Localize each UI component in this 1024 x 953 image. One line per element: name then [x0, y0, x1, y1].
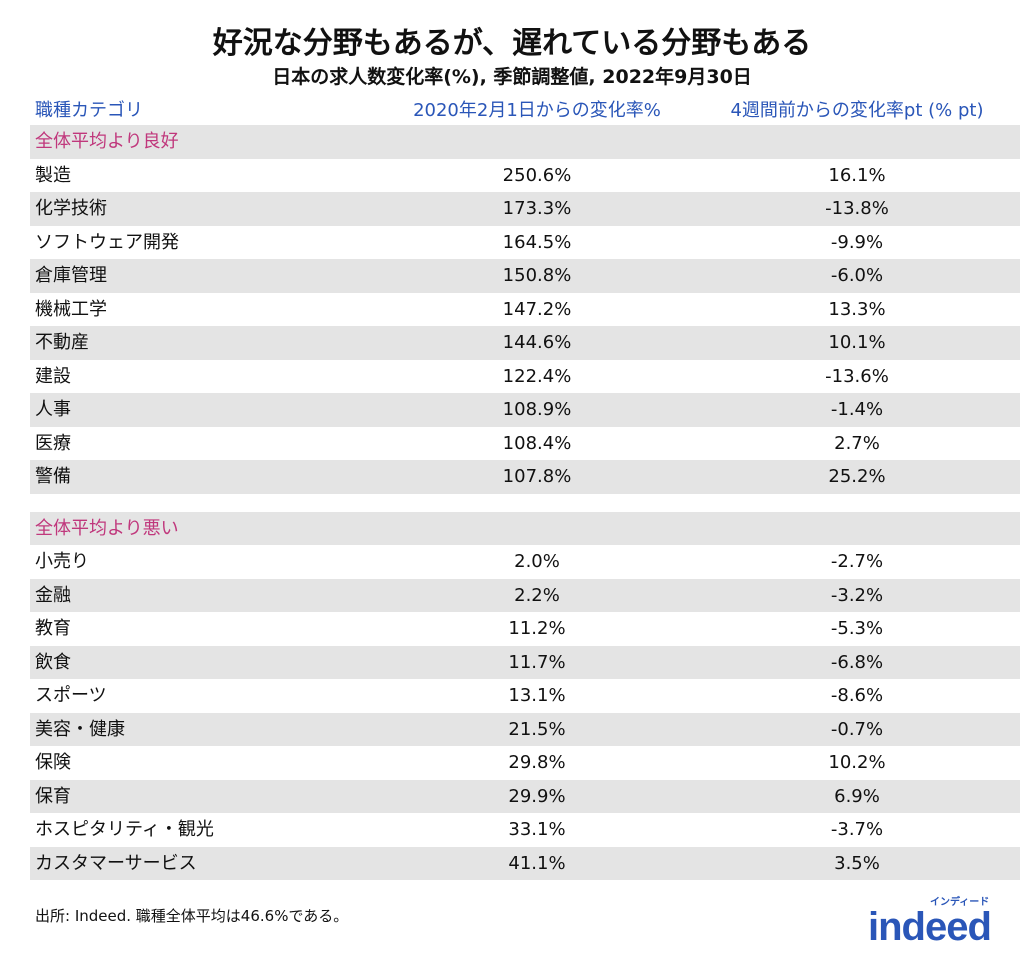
value-cell: -6.0% — [830, 265, 884, 286]
value-cell: 147.2% — [502, 298, 572, 320]
category-cell: 保育 — [35, 785, 71, 807]
category-cell: 教育 — [35, 618, 71, 639]
table-row: スポーツ 13.1% -8.6% — [30, 679, 1020, 713]
category-cell: 倉庫管理 — [35, 265, 107, 286]
table-row: カスタマーサービス 41.1% 3.5% — [30, 846, 1020, 880]
table-row: 建設 122.4% -13.6% — [30, 360, 1020, 394]
category-cell: 機械工学 — [35, 298, 107, 320]
value-cell: 164.5% — [502, 231, 572, 253]
category-cell: ホスピタリティ・観光 — [35, 819, 214, 840]
table-row: 不動産 144.6% 10.1% — [30, 326, 1020, 360]
value-cell: 2.2% — [514, 584, 560, 606]
source: 出所: Indeed. 職種全体平均は46.6%である。 — [35, 907, 349, 925]
table-row: 製造 250.6% 16.1% — [30, 159, 1020, 193]
value-cell: -2.7% — [830, 551, 884, 572]
title: 好況な分野もあるが、遅れている分野もある — [212, 26, 812, 61]
value-cell: 2.0% — [514, 551, 560, 572]
section-row: 全体平均より悪い — [30, 511, 1020, 545]
category-cell: 医療 — [35, 432, 71, 454]
table-row: 機械工学 147.2% 13.3% — [30, 293, 1020, 327]
value-cell: 10.1% — [828, 332, 886, 353]
value-cell: -9.9% — [830, 231, 884, 253]
table-row: 保険 29.8% 10.2% — [30, 746, 1020, 780]
value-cell: -1.4% — [830, 399, 884, 420]
value-cell: 2.7% — [834, 432, 880, 454]
category-cell: 化学技術 — [35, 198, 107, 219]
value-cell: 16.1% — [828, 164, 886, 186]
table-row: 金融 2.2% -3.2% — [30, 578, 1020, 612]
table-row: 警備 107.8% 25.2% — [30, 460, 1020, 494]
table-row: 小売り 2.0% -2.7% — [30, 545, 1020, 579]
value-cell: 150.8% — [502, 265, 572, 286]
category-cell: 保険 — [35, 752, 71, 773]
table-row: 化学技術 173.3% -13.8% — [30, 192, 1020, 226]
category-cell: スポーツ — [35, 685, 107, 706]
value-cell: -3.2% — [830, 584, 884, 606]
value-cell: 21.5% — [508, 718, 566, 740]
value-cell: -3.7% — [830, 819, 884, 840]
value-cell: 6.9% — [834, 785, 880, 807]
category-cell: 小売り — [35, 551, 89, 572]
column-header: 2020年2月1日からの変化率% — [413, 100, 661, 121]
table-row: ソフトウェア開発 164.5% -9.9% — [30, 226, 1020, 260]
section-label: 全体平均より悪い — [35, 517, 179, 539]
value-cell: 25.2% — [828, 466, 886, 487]
logo-kana: インディード — [930, 897, 990, 908]
section-row: 全体平均より良好 — [30, 125, 1020, 159]
section-label: 全体平均より良好 — [35, 131, 179, 152]
category-cell: 建設 — [35, 365, 71, 387]
value-cell: 122.4% — [502, 365, 572, 387]
value-cell: -5.3% — [830, 618, 884, 639]
value-cell: 13.3% — [828, 298, 886, 320]
value-cell: -8.6% — [830, 685, 884, 706]
category-cell: 製造 — [35, 164, 71, 186]
value-cell: 144.6% — [502, 332, 572, 353]
column-header: 4週間前からの変化率pt (% pt) — [730, 100, 984, 121]
value-cell: 29.9% — [508, 785, 566, 807]
value-cell: -0.7% — [830, 718, 884, 740]
value-cell: 11.2% — [508, 618, 566, 639]
category-cell: 人事 — [35, 399, 71, 420]
category-cell: 飲食 — [35, 651, 71, 673]
value-cell: 173.3% — [502, 198, 572, 219]
table-row: 美容・健康 21.5% -0.7% — [30, 712, 1020, 746]
value-cell: 29.8% — [508, 752, 566, 773]
value-cell: 33.1% — [508, 819, 566, 840]
value-cell: 107.8% — [502, 466, 572, 487]
value-cell: -6.8% — [830, 651, 884, 673]
value-cell: 108.9% — [502, 399, 572, 420]
table-row: 飲食 11.7% -6.8% — [30, 645, 1020, 679]
value-cell: 41.1% — [508, 852, 566, 874]
column-header: 職種カテゴリ — [35, 100, 143, 121]
value-cell: 10.2% — [828, 752, 886, 773]
category-cell: カスタマーサービス — [35, 852, 197, 874]
category-cell: 美容・健康 — [35, 718, 125, 740]
logo: indeed — [868, 905, 992, 949]
table-row: 倉庫管理 150.8% -6.0% — [30, 259, 1020, 293]
value-cell: 3.5% — [834, 852, 880, 874]
value-cell: 11.7% — [508, 651, 566, 673]
value-cell: 250.6% — [502, 164, 572, 186]
value-cell: -13.6% — [825, 365, 889, 387]
value-cell: -13.8% — [825, 198, 889, 219]
table-row: 医療 108.4% 2.7% — [30, 427, 1020, 461]
category-cell: 金融 — [35, 584, 71, 606]
value-cell: 13.1% — [508, 685, 566, 706]
category-cell: 不動産 — [35, 332, 89, 353]
category-cell: 警備 — [35, 466, 71, 487]
table-row: ホスピタリティ・観光 33.1% -3.7% — [30, 813, 1020, 847]
subtitle: 日本の求人数変化率(%), 季節調整値, 2022年9月30日 — [272, 66, 752, 88]
table-row: 人事 108.9% -1.4% — [30, 393, 1020, 427]
table-row: 教育 11.2% -5.3% — [30, 612, 1020, 646]
value-cell: 108.4% — [502, 432, 572, 454]
table-row: 保育 29.9% 6.9% — [30, 779, 1020, 813]
category-cell: ソフトウェア開発 — [35, 231, 179, 253]
